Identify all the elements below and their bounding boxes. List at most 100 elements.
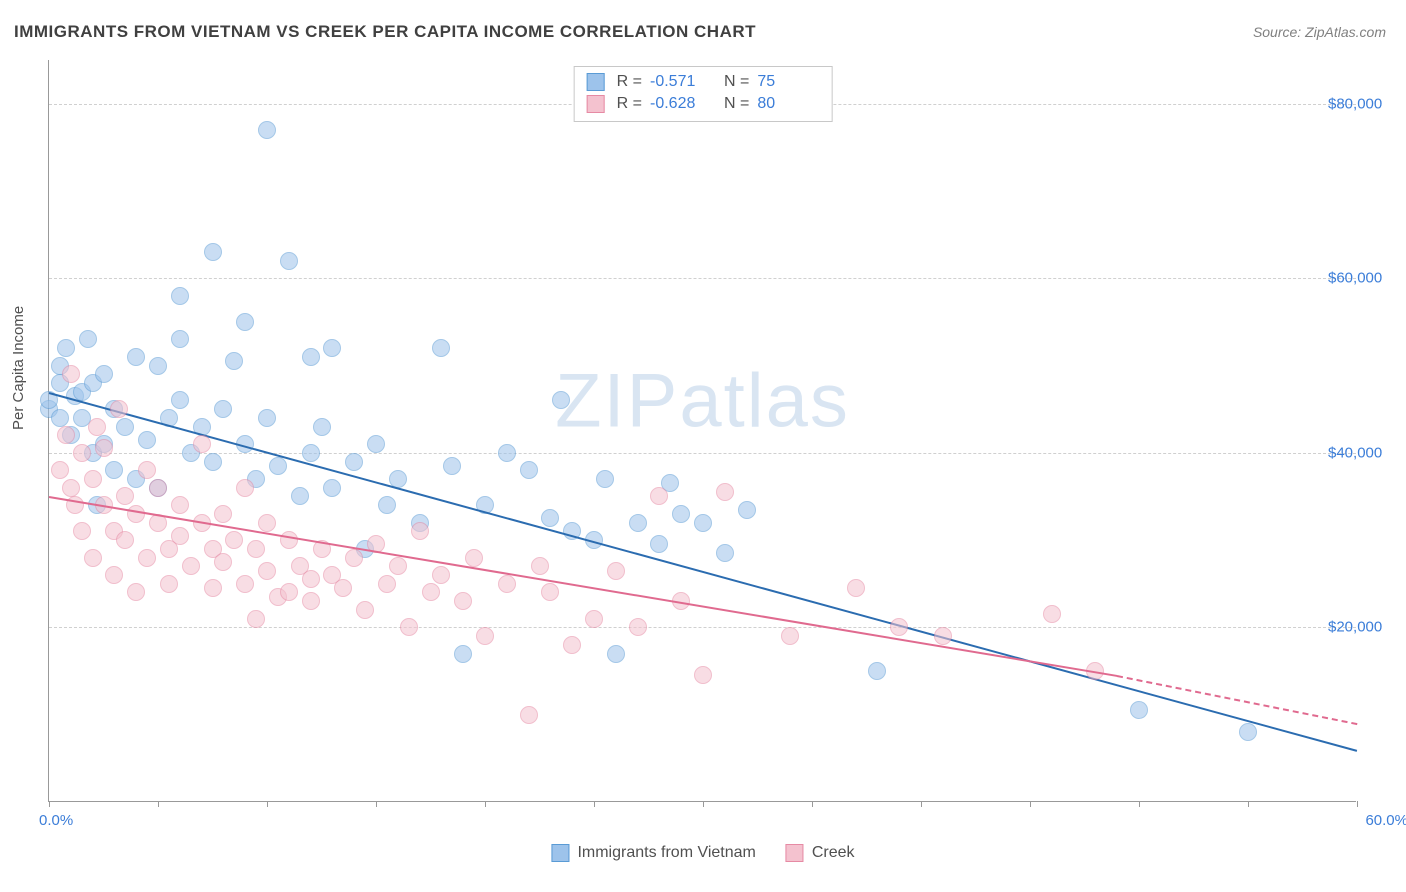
- data-point: [378, 496, 396, 514]
- data-point: [596, 470, 614, 488]
- data-point: [465, 549, 483, 567]
- plot-area: ZIPatlas $20,000$40,000$60,000$80,0000.0…: [48, 60, 1356, 802]
- data-point: [520, 461, 538, 479]
- data-point: [454, 592, 472, 610]
- r-label: R =: [617, 73, 642, 91]
- data-point: [890, 618, 908, 636]
- data-point: [88, 418, 106, 436]
- data-point: [302, 444, 320, 462]
- data-point: [225, 531, 243, 549]
- data-point: [443, 457, 461, 475]
- stats-row: R =-0.571N =75: [587, 71, 820, 93]
- data-point: [258, 562, 276, 580]
- data-point: [116, 487, 134, 505]
- data-point: [225, 352, 243, 370]
- data-point: [868, 662, 886, 680]
- data-point: [280, 531, 298, 549]
- data-point: [552, 391, 570, 409]
- data-point: [280, 252, 298, 270]
- r-value: -0.628: [650, 95, 712, 113]
- data-point: [258, 514, 276, 532]
- data-point: [607, 562, 625, 580]
- data-point: [302, 592, 320, 610]
- data-point: [62, 479, 80, 497]
- data-point: [138, 431, 156, 449]
- data-point: [73, 522, 91, 540]
- legend-label: Creek: [812, 844, 855, 862]
- data-point: [291, 487, 309, 505]
- data-point: [323, 339, 341, 357]
- data-point: [378, 575, 396, 593]
- legend-swatch: [587, 95, 605, 113]
- data-point: [116, 531, 134, 549]
- watermark: ZIPatlas: [555, 357, 850, 444]
- y-tick-label: $60,000: [1328, 270, 1406, 287]
- data-point: [236, 479, 254, 497]
- data-point: [629, 514, 647, 532]
- x-tick: [1357, 801, 1358, 807]
- trend-line: [49, 392, 1358, 752]
- data-point: [345, 549, 363, 567]
- data-point: [127, 505, 145, 523]
- data-point: [531, 557, 549, 575]
- legend-swatch: [786, 844, 804, 862]
- data-point: [650, 487, 668, 505]
- data-point: [629, 618, 647, 636]
- data-point: [422, 583, 440, 601]
- data-point: [51, 409, 69, 427]
- data-point: [214, 400, 232, 418]
- data-point: [345, 453, 363, 471]
- data-point: [51, 461, 69, 479]
- data-point: [171, 287, 189, 305]
- x-tick: [1030, 801, 1031, 807]
- data-point: [258, 409, 276, 427]
- x-max-label: 60.0%: [1365, 812, 1406, 829]
- data-point: [182, 557, 200, 575]
- data-point: [400, 618, 418, 636]
- data-point: [138, 549, 156, 567]
- data-point: [258, 121, 276, 139]
- data-point: [127, 583, 145, 601]
- x-tick: [376, 801, 377, 807]
- data-point: [498, 444, 516, 462]
- source-label: Source: ZipAtlas.com: [1253, 24, 1386, 40]
- data-point: [934, 627, 952, 645]
- data-point: [171, 496, 189, 514]
- data-point: [694, 514, 712, 532]
- data-point: [781, 627, 799, 645]
- legend-item: Creek: [786, 844, 855, 862]
- data-point: [650, 535, 668, 553]
- data-point: [389, 557, 407, 575]
- data-point: [1130, 701, 1148, 719]
- data-point: [356, 601, 374, 619]
- x-tick: [49, 801, 50, 807]
- data-point: [280, 583, 298, 601]
- y-tick-label: $80,000: [1328, 95, 1406, 112]
- bottom-legend: Immigrants from VietnamCreek: [551, 844, 854, 862]
- data-point: [214, 553, 232, 571]
- x-tick: [921, 801, 922, 807]
- data-point: [738, 501, 756, 519]
- data-point: [149, 357, 167, 375]
- x-tick: [158, 801, 159, 807]
- gridline: [49, 627, 1356, 628]
- r-value: -0.571: [650, 73, 712, 91]
- data-point: [367, 435, 385, 453]
- data-point: [204, 243, 222, 261]
- data-point: [204, 453, 222, 471]
- data-point: [116, 418, 134, 436]
- data-point: [847, 579, 865, 597]
- data-point: [171, 391, 189, 409]
- chart-title: IMMIGRANTS FROM VIETNAM VS CREEK PER CAP…: [14, 22, 756, 42]
- y-tick-label: $20,000: [1328, 619, 1406, 636]
- data-point: [127, 348, 145, 366]
- data-point: [411, 522, 429, 540]
- data-point: [236, 313, 254, 331]
- data-point: [57, 339, 75, 357]
- data-point: [476, 627, 494, 645]
- data-point: [95, 439, 113, 457]
- data-point: [1043, 605, 1061, 623]
- data-point: [138, 461, 156, 479]
- r-label: R =: [617, 95, 642, 113]
- data-point: [247, 610, 265, 628]
